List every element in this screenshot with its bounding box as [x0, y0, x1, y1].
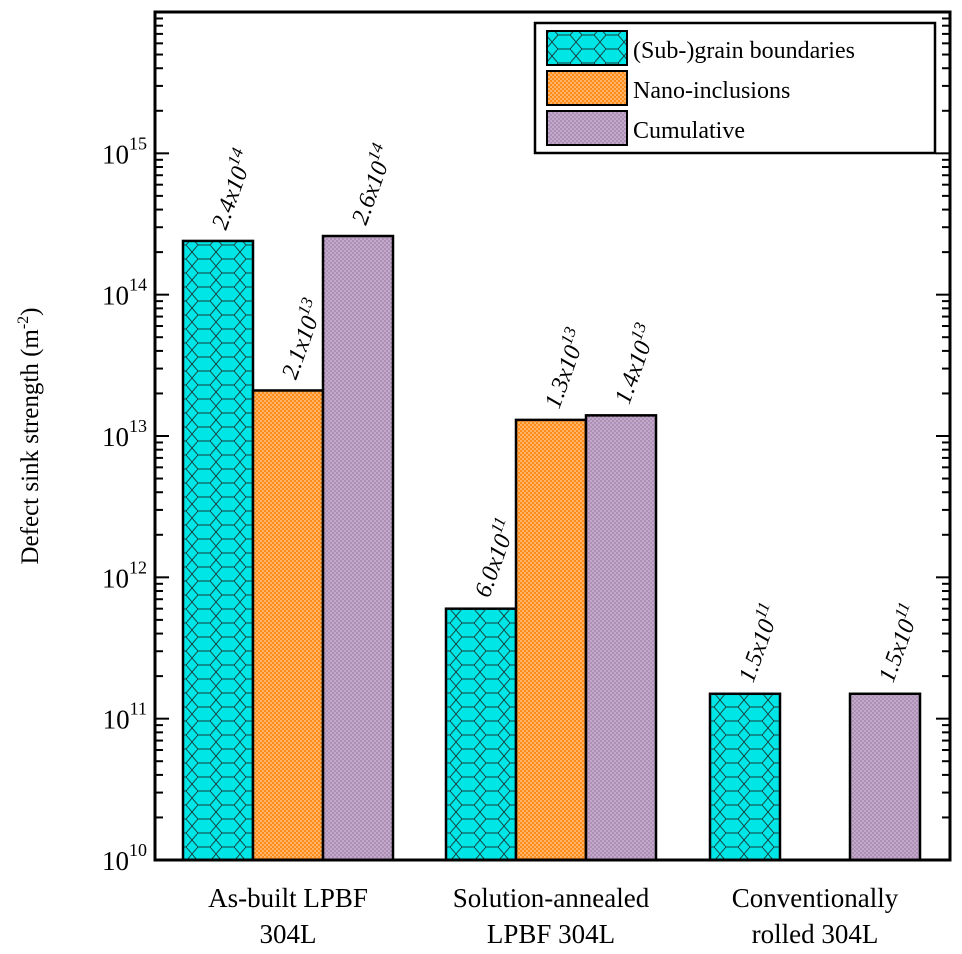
bar [514, 418, 588, 862]
bar [181, 239, 255, 862]
plot-frame [153, 10, 952, 862]
bar-value-label: 2.1x1013 [272, 295, 330, 383]
x-category-label: rolled 304L [752, 919, 879, 949]
y-tick-label: 1013 [102, 416, 147, 452]
y-axis-label: Defect sink strength (m-2) [15, 307, 44, 564]
bar-value-label: 1.3x1013 [535, 324, 593, 412]
bar [708, 692, 782, 862]
bar-value-label: 6.0x1011 [465, 514, 523, 601]
y-tick-label: 1011 [103, 699, 147, 735]
x-category-label: Solution-annealed [453, 883, 650, 913]
bar [321, 234, 395, 862]
x-category-labels: As-built LPBF 304L Solution-annealed LPBF 3… [208, 883, 899, 949]
y-tick-label: 1014 [102, 275, 147, 311]
x-category-label: 304L [260, 919, 317, 949]
bars-group [181, 234, 922, 862]
bar-value-label: 1.4x1013 [605, 320, 663, 408]
bar-value-label: 2.6x1014 [342, 140, 400, 228]
x-category-label: LPBF 304L [487, 919, 615, 949]
bar [848, 692, 922, 862]
legend-label: Nano-inclusions [633, 78, 790, 104]
y-tick-label: 1015 [102, 133, 147, 169]
bar-value-label: 2.4x1014 [202, 145, 260, 233]
x-category-label: Conventionally [732, 883, 899, 913]
bar [584, 414, 658, 862]
legend: (Sub-)grain boundaries Nano-inclusions Cum… [533, 21, 937, 155]
legend-label: Cumulative [633, 118, 745, 144]
x-category-label: As-built LPBF [208, 883, 368, 913]
bar [251, 389, 325, 862]
y-tick-labels: 1010 1011 1012 1013 1014 1015 [102, 133, 147, 876]
bar [444, 607, 518, 862]
bar-value-label: 1.5x1011 [869, 599, 927, 686]
y-tick-label: 1010 [102, 840, 147, 876]
legend-swatch [546, 30, 628, 66]
y-tick-label: 1012 [102, 557, 147, 593]
legend-swatch [546, 70, 628, 106]
legend-label: (Sub-)grain boundaries [633, 38, 855, 64]
bar-value-label: 1.5x1011 [729, 599, 787, 686]
legend-swatch [546, 110, 628, 146]
